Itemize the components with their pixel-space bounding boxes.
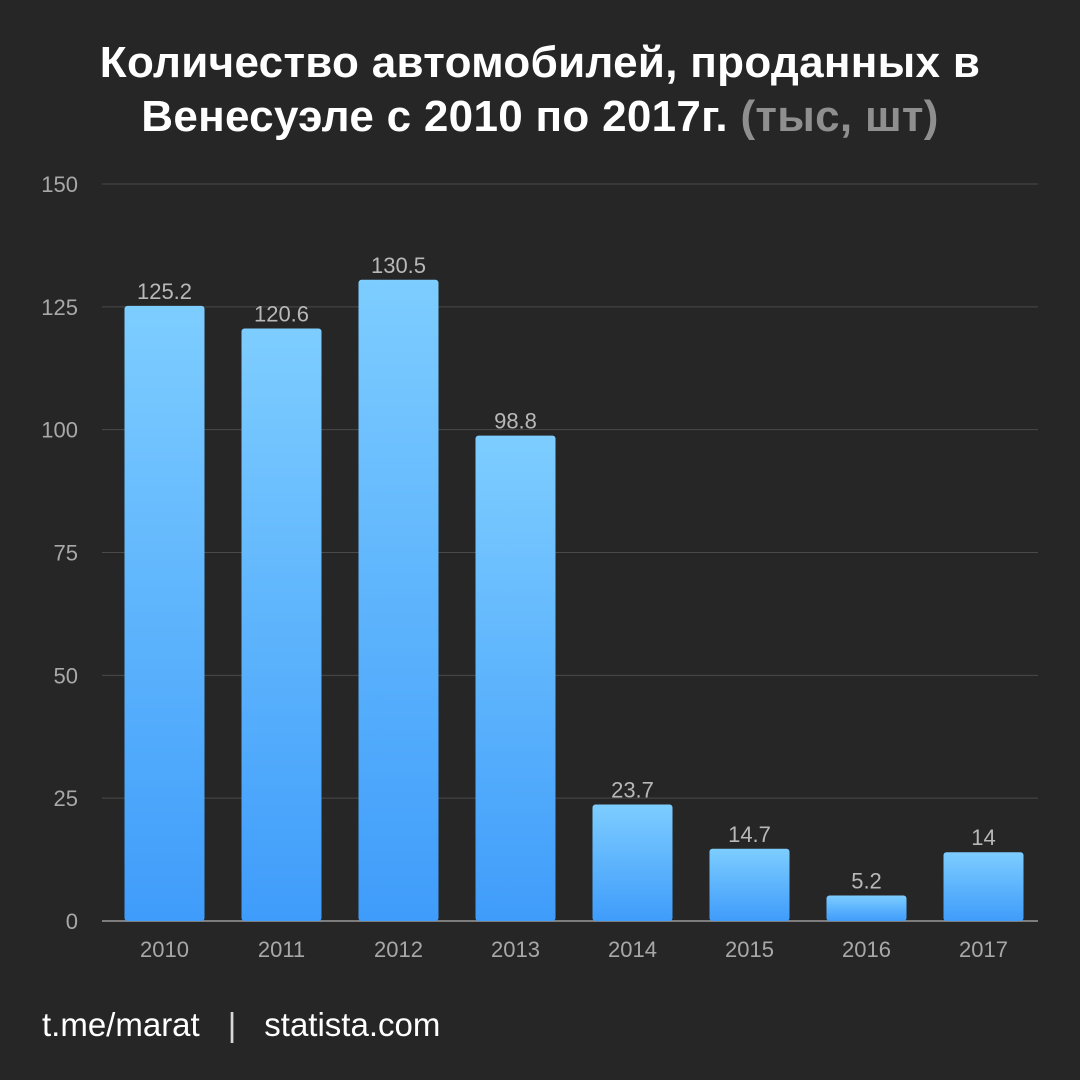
x-tick-label-2011: 2011: [258, 937, 305, 962]
bar-chart: 0 25 50 75 100 125 150 125.2 120.6 130.5 98.8 23.7…: [41, 172, 1038, 962]
value-label-2017: 14: [971, 825, 995, 850]
chart-title-unit: (тыс, шт): [740, 92, 939, 141]
value-labels: 125.2 120.6 130.5 98.8 23.7 14.7 5.2 14: [137, 253, 996, 894]
y-axis-ticks: 0 25 50 75 100 125 150: [41, 172, 78, 934]
value-label-2013: 98.8: [494, 409, 537, 434]
bar-2014: [592, 804, 673, 921]
chart-title-line1: Количество автомобилей, проданных в: [99, 38, 981, 87]
value-label-2012: 130.5: [371, 253, 426, 278]
bar-2015: [709, 848, 790, 921]
footer: t.me/marat | statista.com: [42, 1006, 440, 1044]
chart-title: Количество автомобилей, проданных в Вене…: [0, 36, 1080, 144]
value-label-2011: 120.6: [254, 301, 309, 326]
x-tick-label-2017: 2017: [959, 937, 1008, 962]
y-tick-label: 0: [66, 909, 78, 934]
y-tick-label: 125: [41, 295, 78, 320]
y-tick-label: 100: [41, 418, 78, 443]
x-tick-label-2012: 2012: [374, 937, 423, 962]
y-tick-label: 150: [41, 172, 78, 197]
y-tick-label: 25: [54, 786, 78, 811]
value-label-2015: 14.7: [728, 822, 771, 847]
chart-title-line2: Венесуэле с 2010 по 2017г. (тыс, шт): [0, 90, 1080, 144]
footer-separator: |: [227, 1006, 237, 1043]
x-tick-label-2015: 2015: [725, 937, 774, 962]
bar-2016: [826, 895, 907, 921]
bars: [124, 279, 1024, 921]
bar-2013: [475, 435, 556, 921]
x-tick-label-2016: 2016: [842, 937, 891, 962]
x-tick-label-2014: 2014: [608, 937, 657, 962]
source-statista: statista.com: [264, 1006, 441, 1043]
x-tick-label-2010: 2010: [140, 937, 189, 962]
bar-2017: [943, 852, 1024, 921]
value-label-2016: 5.2: [851, 868, 882, 893]
bar-2011: [241, 328, 322, 921]
y-tick-label: 75: [54, 541, 78, 566]
bar-2012: [358, 279, 439, 921]
value-label-2010: 125.2: [137, 279, 192, 304]
chart-title-main: Венесуэле с 2010 по 2017г.: [141, 92, 728, 141]
value-label-2014: 23.7: [611, 778, 654, 803]
x-axis-ticks: 2010 2011 2012 2013 2014 2015 2016 2017: [140, 937, 1008, 962]
x-tick-label-2013: 2013: [491, 937, 540, 962]
y-tick-label: 50: [54, 663, 78, 688]
source-telegram: t.me/marat: [42, 1006, 200, 1043]
bar-2010: [124, 305, 205, 921]
